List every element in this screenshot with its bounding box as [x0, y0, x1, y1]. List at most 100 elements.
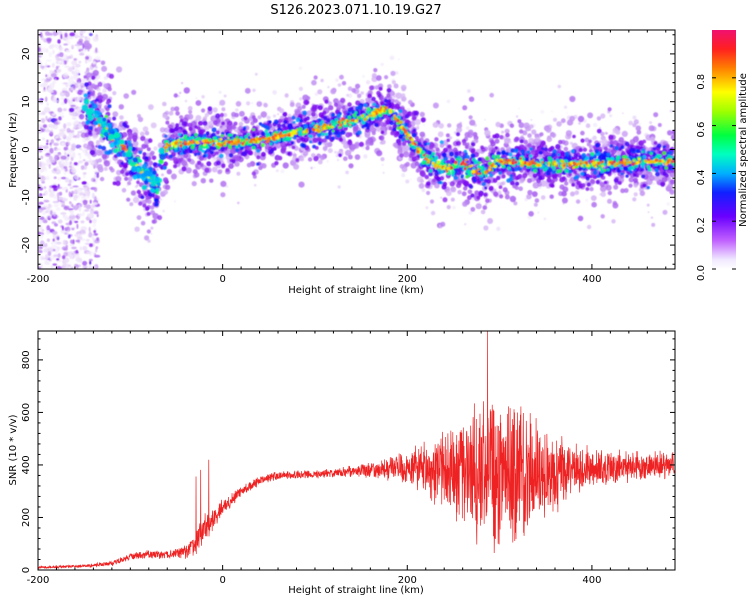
heatmap-cell [96, 173, 100, 178]
heatmap-cell [78, 60, 82, 64]
heatmap-cell [38, 47, 41, 53]
heatmap-cell [47, 251, 52, 257]
heatmap-cell [52, 49, 55, 55]
heatmap-cell [147, 138, 153, 143]
heatmap-cell [220, 192, 226, 198]
heatmap-cell [475, 203, 482, 210]
heatmap-cell [578, 147, 583, 153]
heatmap-cell [44, 65, 47, 71]
heatmap-cell [414, 161, 420, 166]
heatmap-cell [80, 232, 85, 235]
heatmap-cell [93, 96, 96, 99]
heatmap-cell [39, 216, 45, 221]
heatmap-cell [470, 153, 476, 158]
heatmap-cell [72, 117, 77, 120]
heatmap-cell [596, 116, 602, 121]
heatmap-cell [381, 163, 384, 166]
heatmap-cell [191, 181, 197, 187]
heatmap-cell [84, 190, 91, 197]
heatmap-cell [136, 189, 141, 195]
heatmap-cell [140, 195, 145, 200]
heatmap-cell [72, 185, 79, 188]
heatmap-cell [56, 192, 60, 198]
heatmap-cell [38, 99, 42, 103]
heatmap-cell [46, 37, 52, 42]
heatmap-cell [54, 120, 61, 126]
heatmap-cell [314, 92, 319, 96]
heatmap-cell [478, 192, 483, 198]
heatmap-cell [48, 51, 53, 58]
heatmap-cell [412, 128, 417, 133]
heatmap-cell [346, 93, 350, 97]
heatmap-cell [89, 91, 95, 97]
heatmap-cell [82, 43, 85, 50]
heatmap-cell [48, 164, 51, 169]
heatmap-cell [423, 142, 428, 147]
heatmap-cell [57, 219, 63, 224]
heatmap-cell [67, 67, 74, 71]
heatmap-cell [58, 116, 62, 121]
heatmap-cell [518, 186, 523, 191]
heatmap-cell [528, 211, 534, 217]
heatmap-cell [103, 166, 108, 171]
heatmap-cell [177, 158, 182, 163]
heatmap-cell [398, 109, 403, 114]
heatmap-cell [580, 138, 585, 143]
heatmap-cell [93, 187, 98, 192]
heatmap-cell [82, 199, 88, 206]
heatmap-cell [51, 221, 57, 225]
heatmap-cell [50, 242, 54, 245]
heatmap-cell [621, 130, 628, 137]
heatmap-cell [345, 149, 352, 156]
heatmap-cell [86, 144, 92, 150]
heatmap-cell [303, 99, 309, 106]
heatmap-cell [97, 158, 103, 163]
heatmap-cell [668, 140, 671, 144]
heatmap-cell [450, 197, 455, 202]
heatmap-cell [63, 108, 67, 112]
heatmap-cell [543, 217, 547, 221]
heatmap-cell [70, 104, 76, 107]
heatmap-cell [43, 248, 50, 253]
heatmap-cell [56, 241, 62, 245]
heatmap-cell [621, 150, 626, 156]
heatmap-cell [78, 123, 83, 129]
heatmap-cell [600, 191, 606, 197]
heatmap-cell [92, 222, 97, 228]
heatmap-cell [101, 93, 109, 100]
heatmap-cell [509, 123, 515, 128]
heatmap-cell [41, 78, 47, 81]
heatmap-cell [612, 140, 619, 146]
heatmap-cell [95, 65, 98, 69]
heatmap-cell [174, 106, 180, 112]
heatmap-cell [67, 154, 70, 157]
heatmap-cell [401, 173, 406, 178]
heatmap-cell [331, 136, 336, 141]
heatmap-cell [38, 147, 43, 153]
heatmap-cell [136, 180, 140, 185]
heatmap-cell [162, 209, 165, 213]
heatmap-cell [57, 253, 61, 258]
heatmap-cell [39, 32, 43, 38]
heatmap-cell [60, 187, 67, 191]
heatmap-cell [51, 244, 58, 249]
heatmap-cell [70, 146, 76, 151]
heatmap-cell [73, 162, 78, 166]
heatmap-cell [264, 144, 270, 150]
heatmap-cell [40, 207, 47, 211]
heatmap-cell [509, 195, 517, 203]
heatmap-cell [162, 165, 167, 170]
heatmap-cell [163, 161, 169, 167]
heatmap-cell [379, 121, 385, 127]
heatmap-cell [179, 115, 184, 120]
heatmap-cell [46, 48, 49, 53]
heatmap-cell [399, 153, 404, 158]
heatmap-cell [505, 132, 510, 138]
heatmap-cell [86, 72, 92, 78]
heatmap-cell [140, 220, 146, 226]
heatmap-cell [432, 121, 439, 128]
heatmap-cell [277, 118, 283, 124]
heatmap-cell [496, 175, 501, 181]
heatmap-cell [365, 97, 371, 103]
heatmap-cell [69, 32, 76, 37]
